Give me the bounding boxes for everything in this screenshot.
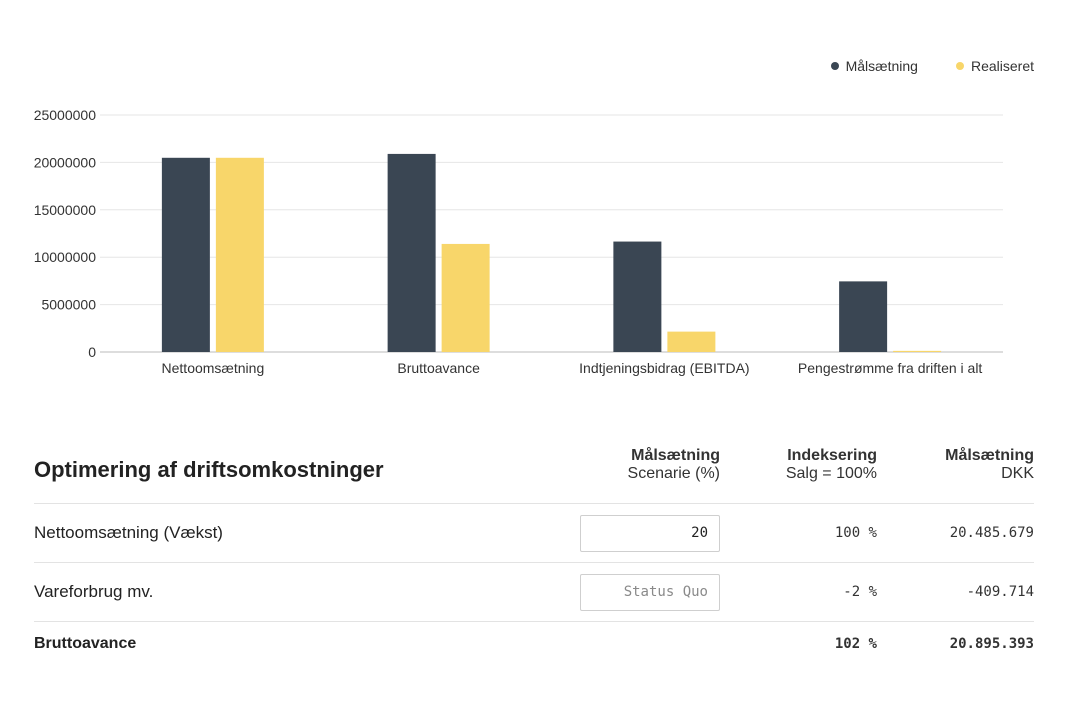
category-label: Bruttoavance (397, 360, 480, 376)
index-value: 100 % (834, 525, 877, 541)
header-label: Indeksering (787, 447, 877, 464)
table-title: Optimering af driftsomkostninger (34, 457, 384, 482)
header-label: Målsætning (945, 447, 1034, 464)
bar-actual[interactable] (215, 157, 264, 352)
header-target-scenario: Målsætning Scenarie (%) (580, 447, 720, 483)
y-tick-label: 25000000 (34, 107, 97, 123)
total-index-value: 102 % (834, 636, 877, 652)
table-row-revenue: Nettoomsætning (Vækst) 100 % 20.485.679 (34, 504, 1034, 563)
legend-label-target: Målsætning (845, 58, 918, 74)
header-target-dkk: Målsætning DKK (877, 447, 1034, 483)
cost-optimization-table: Optimering af driftsomkostninger Målsætn… (34, 447, 1034, 666)
bar-target[interactable] (387, 153, 436, 352)
table-row-cost-of-goods: Vareforbrug mv. -2 % -409.714 (34, 563, 1034, 622)
row-label: Nettoomsætning (Vækst) (34, 523, 223, 542)
legend-item-target[interactable]: Målsætning (830, 58, 918, 74)
header-label: Målsætning (631, 447, 720, 464)
amount-value: -409.714 (966, 584, 1034, 600)
header-sublabel: Scenarie (%) (627, 465, 720, 482)
row-label: Vareforbrug mv. (34, 582, 154, 601)
bar-actual[interactable] (441, 243, 490, 352)
y-tick-label: 15000000 (34, 202, 97, 218)
amount-value: 20.485.679 (949, 525, 1034, 541)
scenario-input-revenue[interactable] (580, 514, 720, 552)
category-label: Indtjeningsbidrag (EBITDA) (579, 360, 749, 376)
y-tick-label: 0 (88, 344, 96, 360)
bar-target[interactable] (613, 241, 662, 352)
legend-dot-target (830, 62, 839, 70)
scenario-input-cost-of-goods[interactable] (580, 573, 720, 611)
bar-target[interactable] (839, 281, 888, 352)
y-tick-label: 20000000 (34, 154, 97, 170)
legend-item-actual[interactable]: Realiseret (955, 58, 1034, 74)
scenario-cell (580, 514, 720, 552)
legend-dot-actual (955, 62, 964, 70)
y-tick-label: 10000000 (34, 249, 97, 265)
total-label: Bruttoavance (34, 635, 137, 652)
table-header: Optimering af driftsomkostninger Målsætn… (34, 447, 1034, 504)
y-tick-label: 5000000 (41, 297, 96, 313)
header-sublabel: Salg = 100% (785, 465, 877, 482)
scenario-cell (580, 573, 720, 611)
bar-actual[interactable] (893, 350, 942, 352)
legend-label-actual: Realiseret (970, 58, 1034, 74)
index-value: -2 % (843, 584, 877, 600)
header-indexing: Indeksering Salg = 100% (720, 447, 877, 483)
bar-actual[interactable] (667, 331, 716, 352)
chart-legend: Målsætning Realiseret (830, 58, 1034, 74)
category-label: Pengestrømme fra driften i alt (798, 360, 983, 376)
bar-chart: 0 5000000 10000000 15000000 20000000 25000000… (34, 107, 1003, 376)
header-sublabel: DKK (1001, 465, 1034, 482)
total-amount-value: 20.895.393 (949, 636, 1034, 652)
bar-target[interactable] (161, 157, 210, 352)
category-label: Nettoomsætning (162, 360, 265, 376)
table-row-total: Bruttoavance 102 % 20.895.393 (34, 622, 1034, 666)
